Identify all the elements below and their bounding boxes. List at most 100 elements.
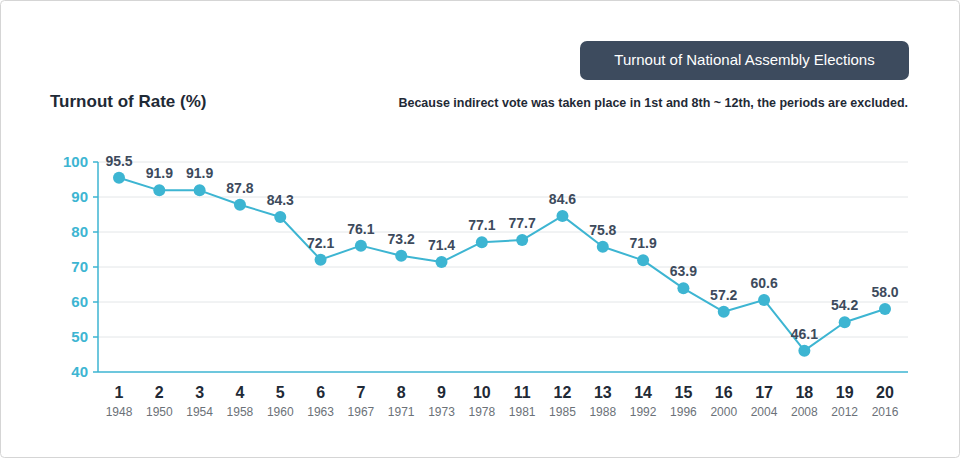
- marker: [315, 254, 327, 266]
- subtitle: Because indirect vote was taken place in…: [398, 96, 908, 110]
- data-label: 71.4: [428, 237, 455, 253]
- data-label: 58.0: [871, 284, 898, 300]
- data-label: 91.9: [146, 165, 173, 181]
- y-tick-label: 70: [71, 258, 88, 275]
- grid-line: [98, 162, 908, 163]
- title: Turnout of National Assembly Elections: [614, 51, 874, 68]
- y-axis-label: Turnout of Rate (%): [50, 92, 206, 111]
- grid-line: [98, 302, 908, 303]
- marker: [758, 294, 770, 306]
- marker: [194, 184, 206, 196]
- data-label: 84.6: [549, 191, 576, 207]
- x-year-label: 1954: [186, 405, 213, 419]
- y-tick-label: 50: [71, 328, 88, 345]
- x-tick-label: 9: [437, 384, 446, 401]
- x-year-label: 1967: [348, 405, 375, 419]
- x-year-label: 1958: [227, 405, 254, 419]
- x-year-label: 2008: [791, 405, 818, 419]
- x-tick-label: 14: [634, 384, 652, 401]
- data-label: 72.1: [307, 235, 334, 251]
- x-tick-label: 3: [195, 384, 204, 401]
- x-tick-label: 6: [316, 384, 325, 401]
- data-label: 57.2: [710, 287, 737, 303]
- x-year-label: 2012: [831, 405, 858, 419]
- x-year-label: 1960: [267, 405, 294, 419]
- x-tick-label: 18: [795, 384, 813, 401]
- marker: [113, 172, 125, 184]
- marker: [637, 254, 649, 266]
- x-tick-label: 1: [115, 384, 124, 401]
- x-tick-label: 17: [755, 384, 773, 401]
- x-year-label: 1973: [428, 405, 455, 419]
- data-label: 77.1: [468, 217, 495, 233]
- x-tick-label: 19: [836, 384, 854, 401]
- marker: [556, 210, 568, 222]
- x-tick-label: 2: [155, 384, 164, 401]
- marker: [718, 306, 730, 318]
- frame: [1, 1, 960, 458]
- grid-line: [98, 232, 908, 233]
- x-tick-label: 12: [554, 384, 572, 401]
- line: [119, 178, 885, 351]
- marker: [879, 303, 891, 315]
- x-year-label: 1981: [509, 405, 536, 419]
- x-tick-label: 5: [276, 384, 285, 401]
- y-tick-label: 60: [71, 293, 88, 310]
- x-year-label: 2000: [710, 405, 737, 419]
- data-label: 71.9: [629, 235, 656, 251]
- x-tick-label: 11: [514, 384, 531, 401]
- data-label: 84.3: [267, 192, 294, 208]
- x-year-label: 1963: [307, 405, 334, 419]
- marker: [677, 282, 689, 294]
- x-year-label: 2004: [751, 405, 778, 419]
- x-year-label: 1992: [630, 405, 657, 419]
- x-year-label: 2016: [872, 405, 899, 419]
- x-tick-label: 13: [594, 384, 612, 401]
- data-label: 60.6: [750, 275, 777, 291]
- marker: [355, 240, 367, 252]
- y-tick-label: 90: [71, 188, 88, 205]
- data-label: 63.9: [670, 263, 697, 279]
- data-label: 77.7: [509, 215, 536, 231]
- marker: [516, 234, 528, 246]
- marker: [234, 199, 246, 211]
- marker: [274, 211, 286, 223]
- x-year-label: 1978: [468, 405, 495, 419]
- x-year-label: 1971: [388, 405, 415, 419]
- series: [113, 172, 891, 357]
- y-tick-label: 80: [71, 223, 88, 240]
- x-tick-label: 7: [356, 384, 365, 401]
- marker: [395, 250, 407, 262]
- x-year-label: 1950: [146, 405, 173, 419]
- data-label: 75.8: [589, 222, 616, 238]
- x-year-label: 1988: [589, 405, 616, 419]
- x-tick-label: 8: [397, 384, 406, 401]
- x-tick-label: 16: [715, 384, 733, 401]
- marker: [839, 316, 851, 328]
- data-label: 76.1: [347, 221, 374, 237]
- x-year-label: 1985: [549, 405, 576, 419]
- marker: [798, 345, 810, 357]
- data-label: 95.5: [105, 153, 132, 169]
- marker: [597, 241, 609, 253]
- data-label: 87.8: [226, 180, 253, 196]
- marker: [436, 256, 448, 268]
- x-tick-label: 4: [235, 384, 244, 401]
- x-tick-label: 20: [876, 384, 894, 401]
- grid-line: [98, 267, 908, 268]
- data-label: 54.2: [831, 297, 858, 313]
- x-year-label: 1996: [670, 405, 697, 419]
- x-year-label: 1948: [106, 405, 133, 419]
- marker: [476, 236, 488, 248]
- marker: [153, 184, 165, 196]
- chart: Turnout of National Assembly Elections Tu…: [0, 0, 960, 458]
- data-label: 46.1: [791, 326, 818, 342]
- data-label: 91.9: [186, 165, 213, 181]
- y-axis: [97, 162, 99, 372]
- x-tick-label: 15: [675, 384, 693, 401]
- grid-line: [98, 337, 908, 338]
- y-tick-label: 100: [63, 153, 88, 170]
- x-tick-label: 10: [473, 384, 491, 401]
- data-label: 73.2: [388, 231, 415, 247]
- title-badge: [580, 41, 909, 80]
